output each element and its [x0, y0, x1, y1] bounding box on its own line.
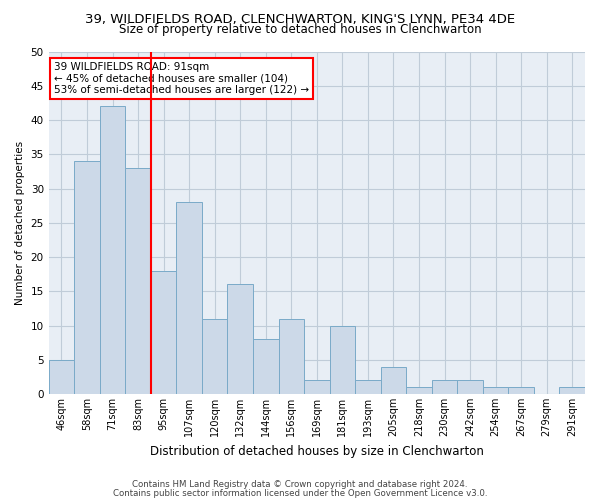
Text: Contains public sector information licensed under the Open Government Licence v3: Contains public sector information licen…: [113, 489, 487, 498]
Bar: [176, 202, 202, 394]
Bar: [304, 380, 329, 394]
Text: Contains HM Land Registry data © Crown copyright and database right 2024.: Contains HM Land Registry data © Crown c…: [132, 480, 468, 489]
Bar: [100, 106, 125, 394]
Bar: [49, 360, 74, 394]
Bar: [74, 161, 100, 394]
Text: 39 WILDFIELDS ROAD: 91sqm
← 45% of detached houses are smaller (104)
53% of semi: 39 WILDFIELDS ROAD: 91sqm ← 45% of detac…: [54, 62, 309, 95]
Bar: [253, 339, 278, 394]
Bar: [457, 380, 483, 394]
Bar: [508, 387, 534, 394]
Bar: [380, 366, 406, 394]
Bar: [227, 284, 253, 394]
Bar: [406, 387, 432, 394]
Text: 39, WILDFIELDS ROAD, CLENCHWARTON, KING'S LYNN, PE34 4DE: 39, WILDFIELDS ROAD, CLENCHWARTON, KING'…: [85, 12, 515, 26]
Bar: [151, 270, 176, 394]
Bar: [202, 318, 227, 394]
Text: Size of property relative to detached houses in Clenchwarton: Size of property relative to detached ho…: [119, 22, 481, 36]
Bar: [125, 168, 151, 394]
Y-axis label: Number of detached properties: Number of detached properties: [15, 140, 25, 305]
Bar: [278, 318, 304, 394]
Bar: [432, 380, 457, 394]
Bar: [329, 326, 355, 394]
Bar: [355, 380, 380, 394]
Bar: [559, 387, 585, 394]
Bar: [483, 387, 508, 394]
X-axis label: Distribution of detached houses by size in Clenchwarton: Distribution of detached houses by size …: [150, 444, 484, 458]
